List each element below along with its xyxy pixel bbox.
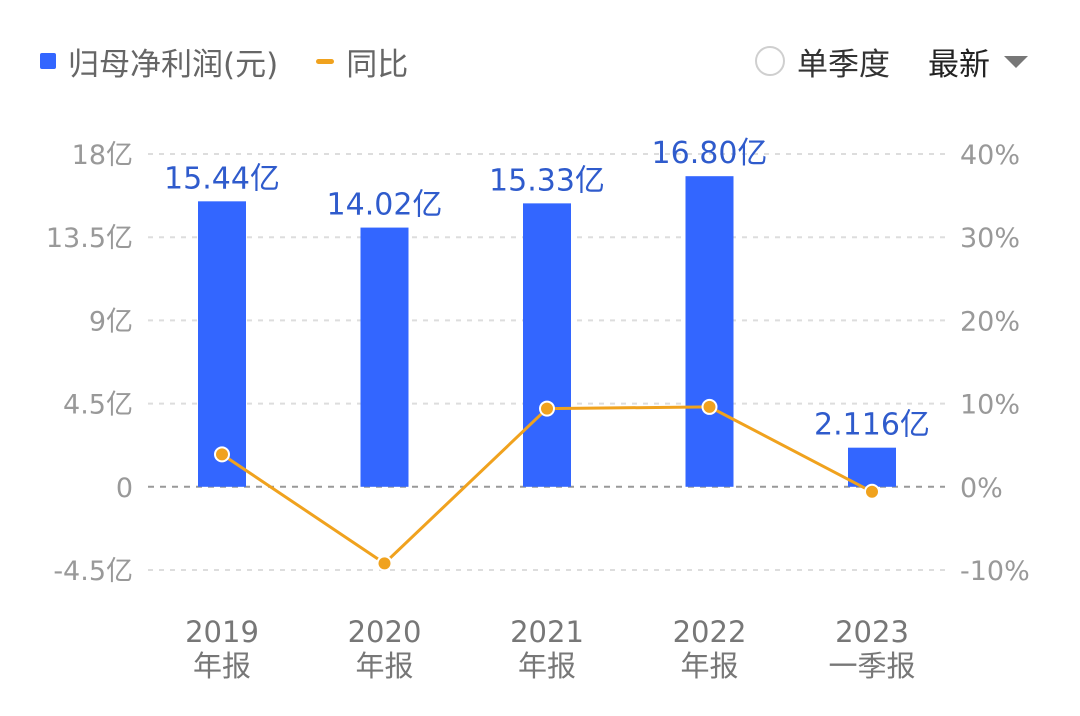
- bar-value-label: 2.116亿: [814, 408, 930, 443]
- right-axis-tick-label: 0%: [960, 473, 1003, 504]
- caret-down-icon: [1004, 56, 1028, 68]
- legend-label-net-profit: 归母净利润(元): [68, 46, 279, 83]
- legend: 归母净利润(元) 同比: [40, 36, 446, 86]
- category-label-period: 年报: [518, 649, 576, 683]
- bar: [685, 176, 734, 487]
- bar: [198, 201, 246, 487]
- category-label-year: 2021: [510, 615, 584, 649]
- yoy-point: [376, 555, 393, 572]
- legend-label-yoy: 同比: [346, 46, 409, 83]
- category-label-year: 2023: [835, 615, 909, 649]
- legend-item-yoy[interactable]: 同比: [316, 39, 408, 84]
- right-axis-tick-label: 30%: [960, 223, 1020, 254]
- yoy-point: [701, 398, 718, 415]
- category-label-year: 2022: [673, 615, 747, 649]
- right-axis-tick-label: 20%: [960, 306, 1020, 337]
- sort-dropdown[interactable]: 最新: [928, 39, 1028, 84]
- category-label-period: 一季报: [828, 649, 915, 683]
- left-axis-tick-label: 4.5亿: [63, 390, 133, 421]
- left-axis-tick-label: 13.5亿: [46, 223, 133, 254]
- bar-swatch-icon: [40, 53, 56, 69]
- line-swatch-icon: [316, 58, 335, 64]
- left-axis-tick-label: 18亿: [72, 140, 133, 171]
- bar-value-label: 14.02亿: [327, 188, 443, 223]
- bar-value-label: 16.80亿: [652, 136, 768, 171]
- left-axis-tick-label: -4.5亿: [53, 556, 133, 587]
- bar: [360, 227, 409, 487]
- left-axis-tick-label: 0: [116, 473, 133, 504]
- category-label-year: 2019: [185, 615, 259, 649]
- yoy-point: [539, 400, 555, 417]
- category-label-period: 年报: [193, 649, 251, 683]
- chart-controls: 单季度 最新: [755, 36, 1028, 86]
- yoy-point: [864, 483, 880, 500]
- right-axis-tick-label: 40%: [960, 140, 1020, 171]
- radio-unchecked-icon[interactable]: [755, 46, 785, 76]
- category-label-period: 年报: [355, 649, 413, 683]
- right-axis-tick-label: -10%: [960, 556, 1030, 587]
- sort-dropdown-label: 最新: [928, 46, 990, 83]
- single-quarter-toggle[interactable]: 单季度: [755, 39, 890, 84]
- legend-item-net-profit[interactable]: 归母净利润(元): [40, 39, 278, 84]
- category-label-year: 2020: [348, 615, 422, 649]
- left-axis-tick-label: 9亿: [89, 306, 133, 337]
- bar: [848, 447, 896, 487]
- right-axis-tick-label: 10%: [960, 390, 1020, 421]
- bar-value-label: 15.44亿: [164, 161, 280, 196]
- bar-value-label: 15.33亿: [489, 163, 605, 198]
- yoy-point: [214, 446, 230, 463]
- bar: [523, 203, 571, 487]
- single-quarter-label: 单季度: [797, 46, 890, 83]
- category-label-period: 年报: [680, 649, 738, 683]
